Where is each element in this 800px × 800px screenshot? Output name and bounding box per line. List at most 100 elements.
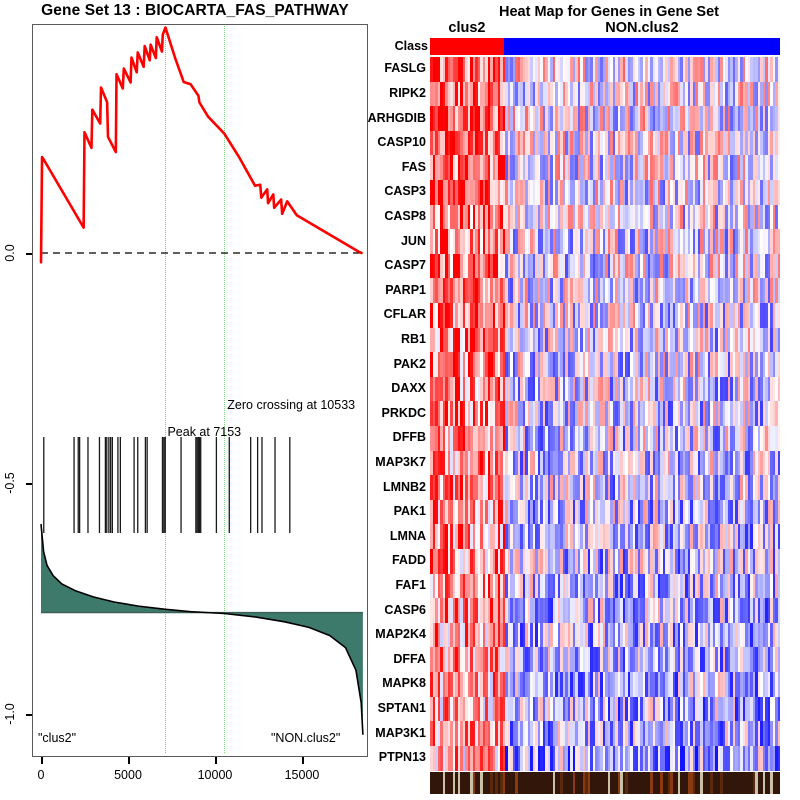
heatmap-cell: [457, 303, 461, 329]
heatmap-cell: [682, 622, 686, 648]
heatmap-cell: [745, 622, 748, 648]
heatmap-cell: [530, 57, 533, 83]
heatmap-cell: [467, 376, 471, 402]
heatmap-cell: [550, 81, 553, 107]
heatmap-cell: [722, 499, 726, 525]
heatmap-cell: [582, 499, 586, 525]
heatmap-cell: [582, 253, 586, 279]
heatmap-cell: [665, 327, 668, 353]
heatmap-cell: [565, 647, 568, 673]
heatmap-cell: [702, 745, 706, 771]
sample-name-tick: [552, 772, 556, 794]
heatmap-cell: [772, 57, 776, 83]
heatmap-cell: [670, 672, 673, 698]
heatmap-cell: [545, 475, 548, 501]
heatmap-cell: [617, 499, 621, 525]
heatmap-cell: [775, 524, 778, 550]
heatmap-cell: [612, 647, 616, 673]
heatmap-cell: [545, 130, 548, 156]
heatmap-cell: [530, 155, 533, 181]
heatmap-cell: [537, 647, 541, 673]
heatmap-cell: [620, 57, 623, 83]
heatmap-cell: [482, 426, 486, 452]
heatmap-cell: [742, 229, 746, 255]
heatmap-cell: [472, 475, 476, 501]
heatmap-cell: [490, 229, 493, 255]
heatmap-cell: [707, 475, 711, 501]
heatmap-cell: [760, 278, 763, 304]
heatmap-cell: [642, 130, 646, 156]
heatmap-cell: [587, 180, 591, 206]
heatmap-cell: [532, 57, 536, 83]
heatmap-cell: [667, 130, 671, 156]
heatmap-cell: [575, 180, 578, 206]
heatmap-cell: [630, 81, 633, 107]
heatmap-cell: [612, 229, 616, 255]
heatmap-cell: [742, 647, 746, 673]
heatmap-cell: [435, 499, 438, 525]
heatmap-cell: [565, 229, 568, 255]
heatmap-cell: [512, 327, 516, 353]
heatmap-cell: [672, 696, 676, 722]
heatmap-cell: [690, 721, 693, 747]
heatmap-cell: [680, 57, 683, 83]
heatmap-cell: [627, 155, 631, 181]
heatmap-cell: [735, 499, 738, 525]
heatmap-cell: [642, 155, 646, 181]
heatmap-cell: [722, 573, 726, 599]
heatmap-cell: [452, 499, 456, 525]
heatmap-cell: [557, 622, 561, 648]
heatmap-cell: [652, 549, 656, 575]
heatmap-cell: [705, 57, 708, 83]
heatmap-cell: [615, 106, 618, 132]
heatmap-cell: [630, 672, 633, 698]
heatmap-cell: [705, 647, 708, 673]
heatmap-cell: [685, 647, 688, 673]
heatmap-cell: [442, 745, 446, 771]
heatmap-cell: [585, 180, 588, 206]
heatmap-cell: [757, 549, 761, 575]
heatmap-cell: [630, 622, 633, 648]
heatmap-cell: [697, 696, 701, 722]
heatmap-cell: [592, 155, 596, 181]
heatmap-cell: [430, 303, 433, 329]
heatmap-cell: [590, 549, 593, 575]
sample-name-tick: [452, 772, 456, 794]
heatmap-cell: [690, 253, 693, 279]
heatmap-cell: [505, 327, 508, 353]
heatmap-cell: [712, 721, 716, 747]
sample-name-tick: [680, 772, 683, 794]
heatmap-cell: [770, 57, 773, 83]
heatmap-cell: [440, 180, 443, 206]
heatmap-cell: [670, 598, 673, 624]
sample-name-strip: [430, 772, 780, 794]
heatmap-cell: [735, 647, 738, 673]
heatmap-cell: [602, 130, 606, 156]
heatmap-cell: [620, 81, 623, 107]
heatmap-cell: [652, 204, 656, 230]
heatmap-cell: [747, 499, 751, 525]
heatmap-cell: [717, 721, 721, 747]
heatmap-cell: [685, 57, 688, 83]
sample-name-tick: [470, 772, 473, 794]
heatmap-cell: [472, 106, 476, 132]
heatmap-cell: [617, 130, 621, 156]
heatmap-cell: [562, 180, 566, 206]
heatmap-cell: [465, 180, 468, 206]
heatmap-cell: [720, 278, 723, 304]
heatmap-cell: [537, 745, 541, 771]
heatmap-cell: [735, 130, 738, 156]
heatmap-cell: [747, 106, 751, 132]
heatmap-cell: [657, 499, 661, 525]
heatmap-cell: [632, 303, 636, 329]
heatmap-cell: [530, 352, 533, 378]
heatmap-cell: [682, 352, 686, 378]
heatmap-cell: [515, 450, 518, 476]
phenotype-label-left: "clus2": [38, 731, 77, 745]
heatmap-cell: [760, 57, 763, 83]
heatmap-cell: [752, 253, 756, 279]
heatmap-cell: [465, 475, 468, 501]
heatmap-cell: [575, 450, 578, 476]
heatmap-cell: [600, 204, 603, 230]
heatmap-cell: [502, 155, 506, 181]
